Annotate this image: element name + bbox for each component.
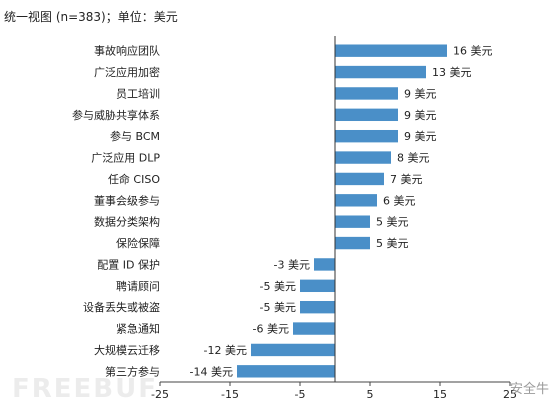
category-label-12: 设备丢失或被盗	[83, 300, 160, 314]
value-label-7: 6 美元	[383, 194, 416, 207]
category-label-14: 大规模云迁移	[94, 343, 160, 357]
bar-8	[335, 215, 370, 228]
anquanniu-watermark: 安全牛	[509, 382, 549, 397]
value-label-5: 8 美元	[397, 152, 430, 165]
bar-0	[335, 44, 447, 57]
bar-5	[335, 151, 391, 164]
axis-layer: -25 -15 -5 5 15 25	[151, 36, 517, 401]
category-label-6: 任命 CISO	[108, 172, 160, 186]
x-tick-label-4: 15	[433, 388, 447, 401]
x-tick-label-2: -5	[295, 388, 306, 401]
x-tick-label-5: 25	[503, 388, 517, 401]
category-label-2: 员工培训	[116, 86, 160, 100]
freebuf-watermark: FREEBUF	[12, 374, 158, 404]
bar-3	[335, 108, 398, 122]
category-label-0: 事故响应团队	[94, 44, 160, 58]
bars-layer	[237, 44, 447, 378]
value-label-1: 13 美元	[432, 66, 472, 79]
category-label-10: 配置 ID 保护	[97, 257, 160, 271]
category-label-7: 董事会级参与	[94, 193, 160, 207]
category-label-11: 聘请顾问	[116, 279, 160, 293]
chart-title: 统一视图 (n=383)；单位：美元	[4, 10, 178, 24]
value-label-11: -5 美元	[260, 280, 296, 293]
category-label-13: 紧急通知	[116, 322, 160, 336]
value-label-4: 9 美元	[404, 130, 437, 143]
bar-4	[335, 129, 398, 143]
category-label-5: 广泛应用 DLP	[91, 151, 160, 165]
value-label-8: 5 美元	[376, 216, 409, 229]
bar-1	[335, 65, 426, 79]
category-label-8: 数据分类架构	[94, 215, 160, 229]
category-label-9: 保险保障	[116, 236, 160, 250]
value-label-2: 9 美元	[404, 87, 437, 100]
bar-9	[335, 236, 370, 250]
category-label-1: 广泛应用加密	[94, 65, 160, 79]
bar-11	[300, 279, 335, 293]
value-label-0: 16 美元	[453, 45, 493, 58]
bar-14	[251, 343, 335, 357]
value-label-15: -14 美元	[190, 365, 233, 378]
value-label-12: -5 美元	[260, 301, 296, 314]
bar-13	[293, 322, 335, 335]
value-label-3: 9 美元	[404, 109, 437, 122]
bar-7	[335, 194, 377, 207]
value-label-13: -6 美元	[253, 323, 289, 336]
value-label-14: -12 美元	[204, 344, 247, 357]
x-tick-label-3: 5	[367, 388, 374, 401]
value-label-9: 5 美元	[376, 237, 409, 250]
bar-2	[335, 87, 398, 100]
x-tick-label-0: -25	[151, 388, 169, 401]
bar-15	[237, 365, 335, 378]
category-label-15: 第三方参与	[105, 364, 160, 378]
bar-10	[314, 258, 335, 271]
value-label-6: 7 美元	[390, 173, 423, 186]
x-tick-label-1: -15	[221, 388, 239, 401]
bar-12	[300, 300, 335, 314]
bar-6	[335, 172, 384, 186]
value-label-10: -3 美元	[274, 258, 310, 271]
category-label-4: 参与 BCM	[110, 129, 160, 143]
category-label-3: 参与威胁共享体系	[72, 108, 160, 122]
